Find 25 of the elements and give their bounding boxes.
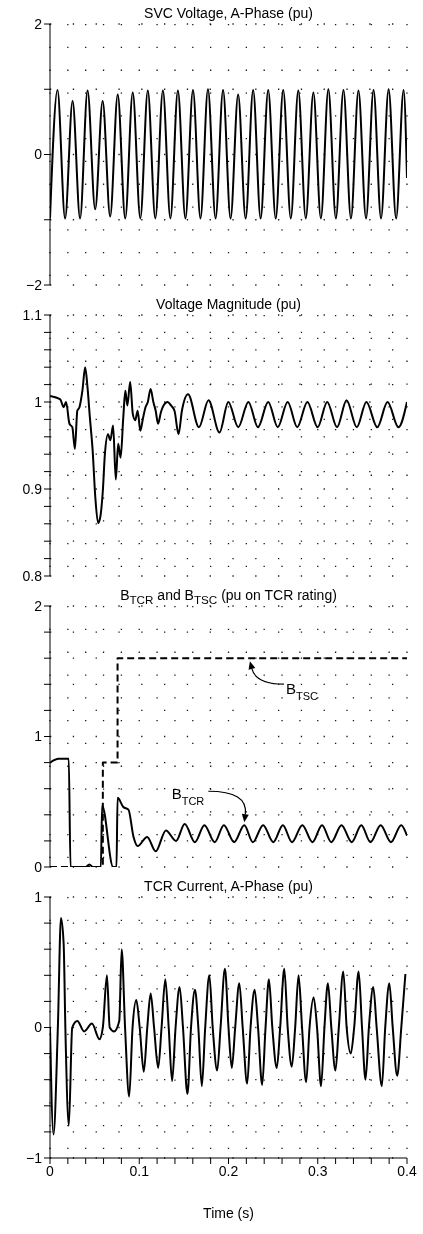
chart-title: TCR Current, A-Phase (pu) [143, 878, 314, 894]
y-tick-label: 2 [34, 597, 43, 614]
x-tick-label: 0.4 [397, 1162, 417, 1179]
y-tick-label: 1 [34, 393, 43, 410]
y-tick-label: −2 [26, 276, 43, 293]
x-tick-label: 0.2 [218, 1162, 239, 1179]
chart-title: SVC Voltage, A-Phase (pu) [143, 5, 314, 21]
x-tick-label: 0.1 [129, 1162, 150, 1179]
annotation: B$_{TCR}$ [171, 785, 205, 808]
annotation: B$_{TSC}$ [285, 680, 318, 703]
y-tick-label: 0 [34, 146, 43, 163]
chart-title: B$_{TCR}$ and B$_{TSC}$ (pu on TCR rating) [119, 587, 338, 608]
y-tick-label: 1 [34, 888, 43, 905]
chart-title: Voltage Magnitude (pu) [155, 296, 302, 312]
x-tick-label: 0.3 [308, 1162, 328, 1179]
y-tick-label: 1 [34, 728, 43, 745]
y-tick-label: 0.8 [22, 567, 43, 584]
y-tick-label: 0.9 [22, 480, 43, 497]
x-axis-title: Time (s) [203, 1205, 254, 1221]
y-tick-label: 0 [34, 858, 43, 875]
y-tick-label: −1 [26, 1149, 43, 1166]
y-tick-label: 2 [34, 15, 43, 32]
y-tick-label: 0 [34, 1019, 43, 1036]
y-tick-label: 1.1 [22, 306, 43, 323]
x-tick-label: 0 [46, 1162, 55, 1179]
